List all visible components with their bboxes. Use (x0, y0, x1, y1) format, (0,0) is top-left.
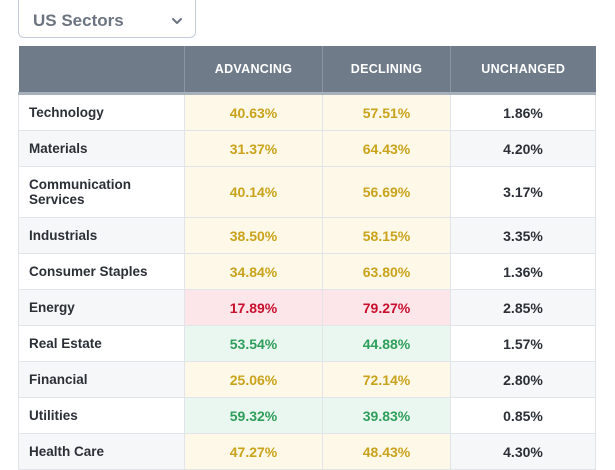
unchanged-cell: 1.86% (450, 93, 596, 131)
declining-cell: 56.69% (322, 166, 451, 218)
sector-name-cell: Financial (18, 361, 185, 398)
sector-name-cell: Energy (18, 289, 185, 326)
table-row[interactable]: Health Care 47.27% 48.43% 4.30% (18, 433, 596, 470)
advancing-cell: 40.14% (184, 166, 323, 218)
advancing-cell: 17.89% (184, 289, 323, 326)
advancing-cell: 40.63% (184, 93, 323, 131)
sector-name-cell: Real Estate (18, 325, 185, 362)
advancing-cell: 34.84% (184, 253, 323, 290)
table-row[interactable]: Real Estate 53.54% 44.88% 1.57% (18, 325, 596, 362)
sector-name-cell: Technology (18, 93, 185, 131)
sector-name-cell: Consumer Staples (18, 253, 185, 290)
declining-cell: 57.51% (322, 93, 451, 131)
sector-breadth-table: ADVANCING DECLINING UNCHANGED Technology… (18, 46, 596, 470)
declining-cell: 48.43% (322, 433, 451, 470)
unchanged-cell: 2.80% (450, 361, 596, 398)
sector-name-cell: Materials (18, 130, 185, 167)
table-row[interactable]: Communication Services 40.14% 56.69% 3.17% (18, 166, 596, 218)
declining-cell: 44.88% (322, 325, 451, 362)
sector-name-cell: Utilities (18, 397, 185, 434)
unchanged-cell: 1.57% (450, 325, 596, 362)
advancing-cell: 25.06% (184, 361, 323, 398)
sector-name-cell: Communication Services (18, 166, 185, 218)
advancing-cell: 31.37% (184, 130, 323, 167)
unchanged-cell: 4.30% (450, 433, 596, 470)
declining-cell: 72.14% (322, 361, 451, 398)
advancing-cell: 59.32% (184, 397, 323, 434)
table-row[interactable]: Materials 31.37% 64.43% 4.20% (18, 130, 596, 167)
unchanged-cell: 0.85% (450, 397, 596, 434)
table-row[interactable]: Energy 17.89% 79.27% 2.85% (18, 289, 596, 326)
table-row[interactable]: Financial 25.06% 72.14% 2.80% (18, 361, 596, 398)
sector-name-cell: Industrials (18, 217, 185, 254)
unchanged-cell: 4.20% (450, 130, 596, 167)
dropdown-selected-label: US Sectors (33, 11, 124, 30)
sector-dropdown[interactable]: US Sectors (18, 0, 196, 38)
table-header-row: ADVANCING DECLINING UNCHANGED (18, 46, 596, 95)
advancing-cell: 53.54% (184, 325, 323, 362)
unchanged-cell: 3.17% (450, 166, 596, 218)
table-row[interactable]: Consumer Staples 34.84% 63.80% 1.36% (18, 253, 596, 290)
declining-cell: 79.27% (322, 289, 451, 326)
table-row[interactable]: Industrials 38.50% 58.15% 3.35% (18, 217, 596, 254)
sector-name-cell: Health Care (18, 433, 185, 470)
unchanged-cell: 3.35% (450, 217, 596, 254)
chevron-down-icon (169, 3, 185, 29)
table-row[interactable]: Utilities 59.32% 39.83% 0.85% (18, 397, 596, 434)
header-declining[interactable]: DECLINING (322, 46, 451, 95)
header-unchanged[interactable]: UNCHANGED (450, 46, 596, 95)
header-advancing[interactable]: ADVANCING (184, 46, 323, 95)
declining-cell: 64.43% (322, 130, 451, 167)
declining-cell: 63.80% (322, 253, 451, 290)
unchanged-cell: 1.36% (450, 253, 596, 290)
declining-cell: 58.15% (322, 217, 451, 254)
advancing-cell: 47.27% (184, 433, 323, 470)
unchanged-cell: 2.85% (450, 289, 596, 326)
advancing-cell: 38.50% (184, 217, 323, 254)
header-sector (18, 46, 185, 95)
declining-cell: 39.83% (322, 397, 451, 434)
table-row[interactable]: Technology 40.63% 57.51% 1.86% (18, 93, 596, 131)
